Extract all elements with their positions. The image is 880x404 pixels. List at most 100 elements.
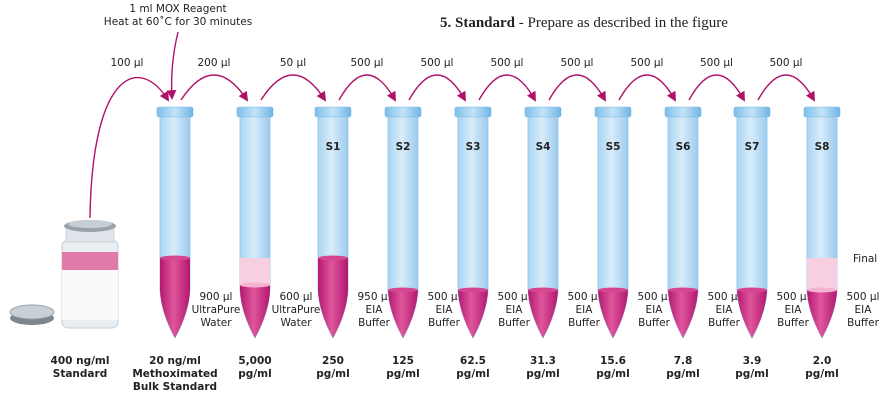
transfer-arrow bbox=[90, 78, 168, 218]
liquid-surface bbox=[160, 256, 190, 261]
tube-cap bbox=[665, 107, 701, 117]
liquid bbox=[597, 290, 629, 340]
tube-cap bbox=[595, 107, 631, 117]
tube-label: S8 bbox=[815, 141, 830, 153]
liquid-surface bbox=[668, 288, 698, 293]
figure: 5. Standard - Prepare as described in th… bbox=[0, 0, 880, 404]
vial-label: Standard bbox=[53, 368, 107, 380]
diluent: EIA bbox=[716, 304, 734, 316]
concentration: 250 bbox=[322, 355, 344, 367]
heading: 5. Standard - Prepare as described in th… bbox=[440, 15, 728, 31]
transfer-arrow bbox=[409, 75, 465, 100]
tube-cap bbox=[315, 107, 351, 117]
liquid bbox=[667, 290, 699, 340]
liquid-surface bbox=[807, 288, 837, 293]
diluent: Buffer bbox=[638, 317, 671, 329]
tube-cap bbox=[804, 107, 840, 117]
tube-cap bbox=[734, 107, 770, 117]
liquid-surface bbox=[737, 288, 767, 293]
liquid-surface bbox=[528, 288, 558, 293]
concentration: Bulk Standard bbox=[133, 381, 217, 393]
tube-label: S2 bbox=[396, 141, 411, 153]
transfer-arrow bbox=[339, 75, 395, 100]
concentration: pg/ml bbox=[526, 368, 559, 380]
transfer-volume: 500 µl bbox=[421, 57, 454, 69]
concentration: pg/ml bbox=[238, 368, 271, 380]
heading-text: - Prepare as described in the figure bbox=[515, 15, 728, 31]
liquid bbox=[736, 290, 768, 340]
liquid-surface bbox=[388, 288, 418, 293]
diluent: Buffer bbox=[777, 317, 810, 329]
liquid-surface bbox=[240, 283, 270, 288]
concentration: pg/ml bbox=[805, 368, 838, 380]
concentration: 62.5 bbox=[460, 355, 486, 367]
liquid bbox=[159, 258, 191, 340]
transfer-volume: 100 µl bbox=[111, 57, 144, 69]
tube-label: S4 bbox=[536, 141, 551, 153]
tube-cap bbox=[237, 107, 273, 117]
diluent: Buffer bbox=[428, 317, 461, 329]
transfer-volume: 500 µl bbox=[700, 57, 733, 69]
diluent: Buffer bbox=[568, 317, 601, 329]
tube bbox=[237, 107, 273, 340]
transfer-arrow bbox=[619, 75, 675, 100]
transfer-volume: 200 µl bbox=[198, 57, 231, 69]
transfer-volume: 500 µl bbox=[561, 57, 594, 69]
liquid bbox=[387, 290, 419, 340]
concentration: Methoximated bbox=[132, 368, 217, 380]
tube-cap bbox=[157, 107, 193, 117]
liquid-surface bbox=[318, 256, 348, 261]
liquid bbox=[317, 258, 349, 340]
concentration: 7.8 bbox=[674, 355, 693, 367]
diluent: EIA bbox=[785, 304, 803, 316]
tube-label: S6 bbox=[676, 141, 691, 153]
page: {"header": {"number": "5. Standard", "te… bbox=[0, 0, 880, 404]
transfer-volume: 500 µl bbox=[351, 57, 384, 69]
tube-cap bbox=[525, 107, 561, 117]
transfer-arrow bbox=[261, 75, 325, 100]
diluent: UltraPure bbox=[272, 304, 321, 316]
diluent: EIA bbox=[855, 304, 873, 316]
concentration: 31.3 bbox=[530, 355, 556, 367]
concentration: pg/ml bbox=[456, 368, 489, 380]
reagent-arrow bbox=[172, 32, 178, 98]
reagent-line: Heat at 60˚C for 30 minutes bbox=[104, 16, 252, 28]
transfer-arrow bbox=[758, 75, 814, 100]
liquid-surface bbox=[598, 288, 628, 293]
diluent: 950 µl bbox=[358, 291, 391, 303]
concentration: pg/ml bbox=[735, 368, 768, 380]
diluent: Water bbox=[200, 317, 232, 329]
diluent: 500 µl bbox=[847, 291, 880, 303]
liquid bbox=[457, 290, 489, 340]
liquid bbox=[527, 290, 559, 340]
concentration: pg/ml bbox=[316, 368, 349, 380]
transfer-arrow bbox=[689, 75, 744, 100]
diluent: EIA bbox=[506, 304, 524, 316]
concentration: 3.9 bbox=[743, 355, 762, 367]
diluent: Buffer bbox=[708, 317, 741, 329]
diluent: Buffer bbox=[358, 317, 391, 329]
diluent: 500 µl bbox=[428, 291, 461, 303]
concentration: 5,000 bbox=[238, 355, 271, 367]
transfer-volume: 500 µl bbox=[631, 57, 664, 69]
transfer-arrow bbox=[549, 75, 605, 100]
concentration: pg/ml bbox=[666, 368, 699, 380]
diluent: EIA bbox=[576, 304, 594, 316]
diluent: UltraPure bbox=[192, 304, 241, 316]
diluent: 900 µl bbox=[200, 291, 233, 303]
tube-label: S3 bbox=[466, 141, 481, 153]
concentration: 125 bbox=[392, 355, 414, 367]
tube-label: S5 bbox=[606, 141, 621, 153]
tube-cap bbox=[455, 107, 491, 117]
vial bbox=[10, 220, 118, 328]
diluent: Water bbox=[280, 317, 312, 329]
diluent: 500 µl bbox=[777, 291, 810, 303]
diluent: Buffer bbox=[498, 317, 531, 329]
concentration: pg/ml bbox=[596, 368, 629, 380]
transfer-volume: 500 µl bbox=[491, 57, 524, 69]
tube-label: S7 bbox=[745, 141, 760, 153]
diluent: 500 µl bbox=[568, 291, 601, 303]
final-label: Final bbox=[853, 253, 877, 265]
liquid-pale bbox=[806, 258, 838, 290]
tube-cap bbox=[385, 107, 421, 117]
